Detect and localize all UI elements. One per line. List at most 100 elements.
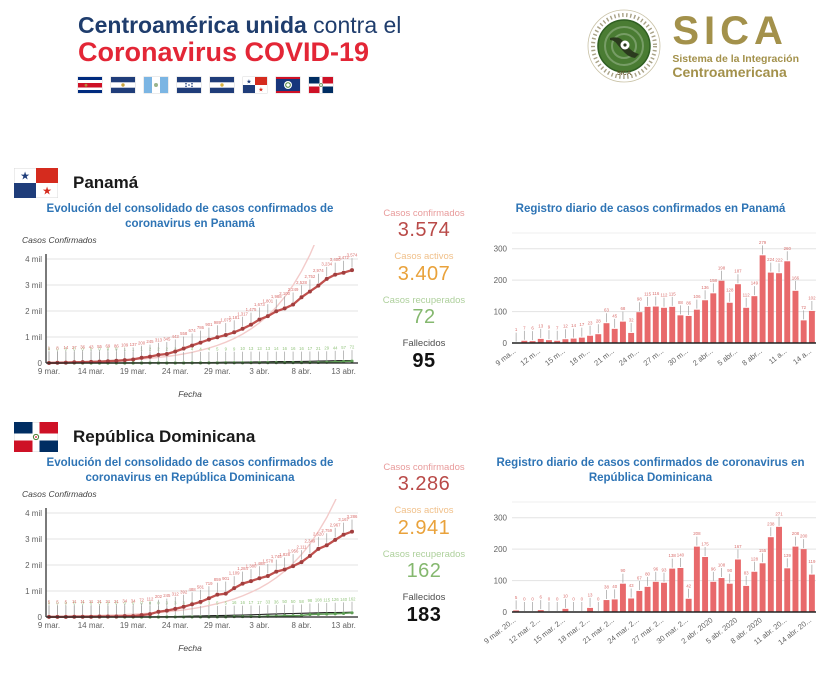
svg-text:16: 16 <box>299 346 304 351</box>
dominican-republic-flag-icon <box>14 421 58 452</box>
belize-flag-icon <box>276 77 300 94</box>
svg-text:30 m...: 30 m... <box>666 346 690 367</box>
svg-text:208: 208 <box>792 531 800 536</box>
svg-text:786: 786 <box>197 325 205 330</box>
svg-text:312: 312 <box>172 591 180 596</box>
svg-text:674: 674 <box>188 328 196 333</box>
svg-text:★: ★ <box>20 171 30 183</box>
svg-text:15 m...: 15 m... <box>543 346 567 367</box>
svg-text:0: 0 <box>48 600 51 605</box>
svg-text:140: 140 <box>677 552 685 557</box>
svg-text:86: 86 <box>114 343 119 348</box>
svg-text:5: 5 <box>56 599 59 604</box>
stat-confirmados: Casos confirmados 3.574 <box>366 208 482 242</box>
svg-text:4: 4 <box>208 346 211 351</box>
svg-text:1,284: 1,284 <box>237 566 248 571</box>
stat-fallecidos: Fallecidos 95 <box>366 338 482 372</box>
svg-text:13: 13 <box>588 592 593 597</box>
svg-text:3,234: 3,234 <box>321 261 332 266</box>
svg-text:3: 3 <box>208 600 211 605</box>
svg-text:9 mar.: 9 mar. <box>38 367 60 376</box>
svg-text:2,759: 2,759 <box>321 528 332 533</box>
svg-text:1,475: 1,475 <box>246 307 257 312</box>
svg-text:45: 45 <box>612 313 617 318</box>
svg-text:0: 0 <box>503 339 508 348</box>
svg-text:2,528: 2,528 <box>296 280 307 285</box>
svg-text:14 a...: 14 a... <box>791 346 813 366</box>
svg-text:140: 140 <box>340 597 348 602</box>
svg-text:11: 11 <box>89 599 94 604</box>
svg-text:55: 55 <box>97 344 102 349</box>
svg-text:96: 96 <box>711 566 716 571</box>
svg-text:128: 128 <box>726 287 734 292</box>
svg-text:187: 187 <box>734 269 742 274</box>
svg-text:96: 96 <box>653 566 658 571</box>
svg-text:0: 0 <box>73 346 76 351</box>
title-line1: Centroamérica unida contra el <box>78 12 825 38</box>
svg-text:98: 98 <box>637 297 642 302</box>
svg-text:102: 102 <box>808 295 816 300</box>
svg-text:0: 0 <box>581 596 584 601</box>
svg-text:901: 901 <box>222 576 230 581</box>
svg-text:7: 7 <box>556 325 559 330</box>
svg-text:18 m...: 18 m... <box>568 346 592 367</box>
svg-text:5: 5 <box>216 600 219 605</box>
svg-text:43: 43 <box>629 583 634 588</box>
svg-text:200: 200 <box>138 340 146 345</box>
svg-text:27: 27 <box>72 345 77 350</box>
svg-text:112: 112 <box>743 292 751 297</box>
svg-text:271: 271 <box>775 511 783 516</box>
svg-text:29 mar.: 29 mar. <box>204 367 231 376</box>
svg-text:44: 44 <box>333 345 338 350</box>
stat-recuperados: Casos recuperados 72 <box>366 295 482 329</box>
panama-bar-block: Registro diario de casos confirmados en … <box>482 200 819 400</box>
sica-emblem-icon: SICA <box>587 9 661 83</box>
svg-text:1 mil: 1 mil <box>25 333 42 342</box>
svg-text:0: 0 <box>73 600 76 605</box>
panama-flag-icon: ★★ <box>14 168 58 198</box>
svg-text:58: 58 <box>299 599 304 604</box>
svg-text:2,974: 2,974 <box>313 268 324 273</box>
country-name: República Dominicana <box>73 426 256 446</box>
svg-text:1,956: 1,956 <box>288 548 299 553</box>
svg-text:8 abr...: 8 abr... <box>740 346 764 367</box>
svg-text:1,109: 1,109 <box>229 570 240 575</box>
svg-text:16: 16 <box>240 600 245 605</box>
svg-text:200: 200 <box>800 533 808 538</box>
svg-text:0: 0 <box>90 346 93 351</box>
svg-text:245: 245 <box>163 593 171 598</box>
svg-text:23: 23 <box>588 320 593 325</box>
svg-text:17: 17 <box>257 600 262 605</box>
svg-text:0: 0 <box>38 359 43 368</box>
svg-text:3 mil: 3 mil <box>25 535 42 544</box>
panama-flag-icon-small: ★★ <box>243 77 267 94</box>
svg-text:0: 0 <box>107 346 110 351</box>
stat-activos: Casos activos 2.941 <box>366 505 482 539</box>
stat-value: 72 <box>412 306 436 329</box>
svg-text:4 mil: 4 mil <box>25 255 42 264</box>
svg-text:0: 0 <box>65 346 68 351</box>
svg-text:14: 14 <box>274 346 279 351</box>
svg-text:0: 0 <box>572 596 575 601</box>
svg-text:9 ma...: 9 ma... <box>494 346 518 367</box>
svg-text:5: 5 <box>48 599 51 604</box>
svg-text:1,317: 1,317 <box>237 311 248 316</box>
header: Centroamérica unida contra el Coronaviru… <box>0 0 825 118</box>
svg-text:0: 0 <box>523 596 526 601</box>
stat-label: Casos confirmados <box>383 208 465 219</box>
svg-text:16: 16 <box>232 600 237 605</box>
svg-text:11 a...: 11 a... <box>767 346 789 366</box>
svg-text:222: 222 <box>775 258 783 263</box>
svg-text:9 mar.: 9 mar. <box>38 621 60 630</box>
dominican-republic-stats: Casos confirmados 3.286 Casos activos 2.94… <box>366 454 482 636</box>
svg-text:4: 4 <box>191 346 194 351</box>
sica-subtitle-1: Sistema de la Integración <box>672 53 799 66</box>
svg-text:50: 50 <box>282 599 287 604</box>
svg-text:859: 859 <box>214 577 222 582</box>
svg-text:138: 138 <box>669 553 677 558</box>
svg-text:116: 116 <box>652 291 660 296</box>
svg-text:3,574: 3,574 <box>347 252 358 257</box>
